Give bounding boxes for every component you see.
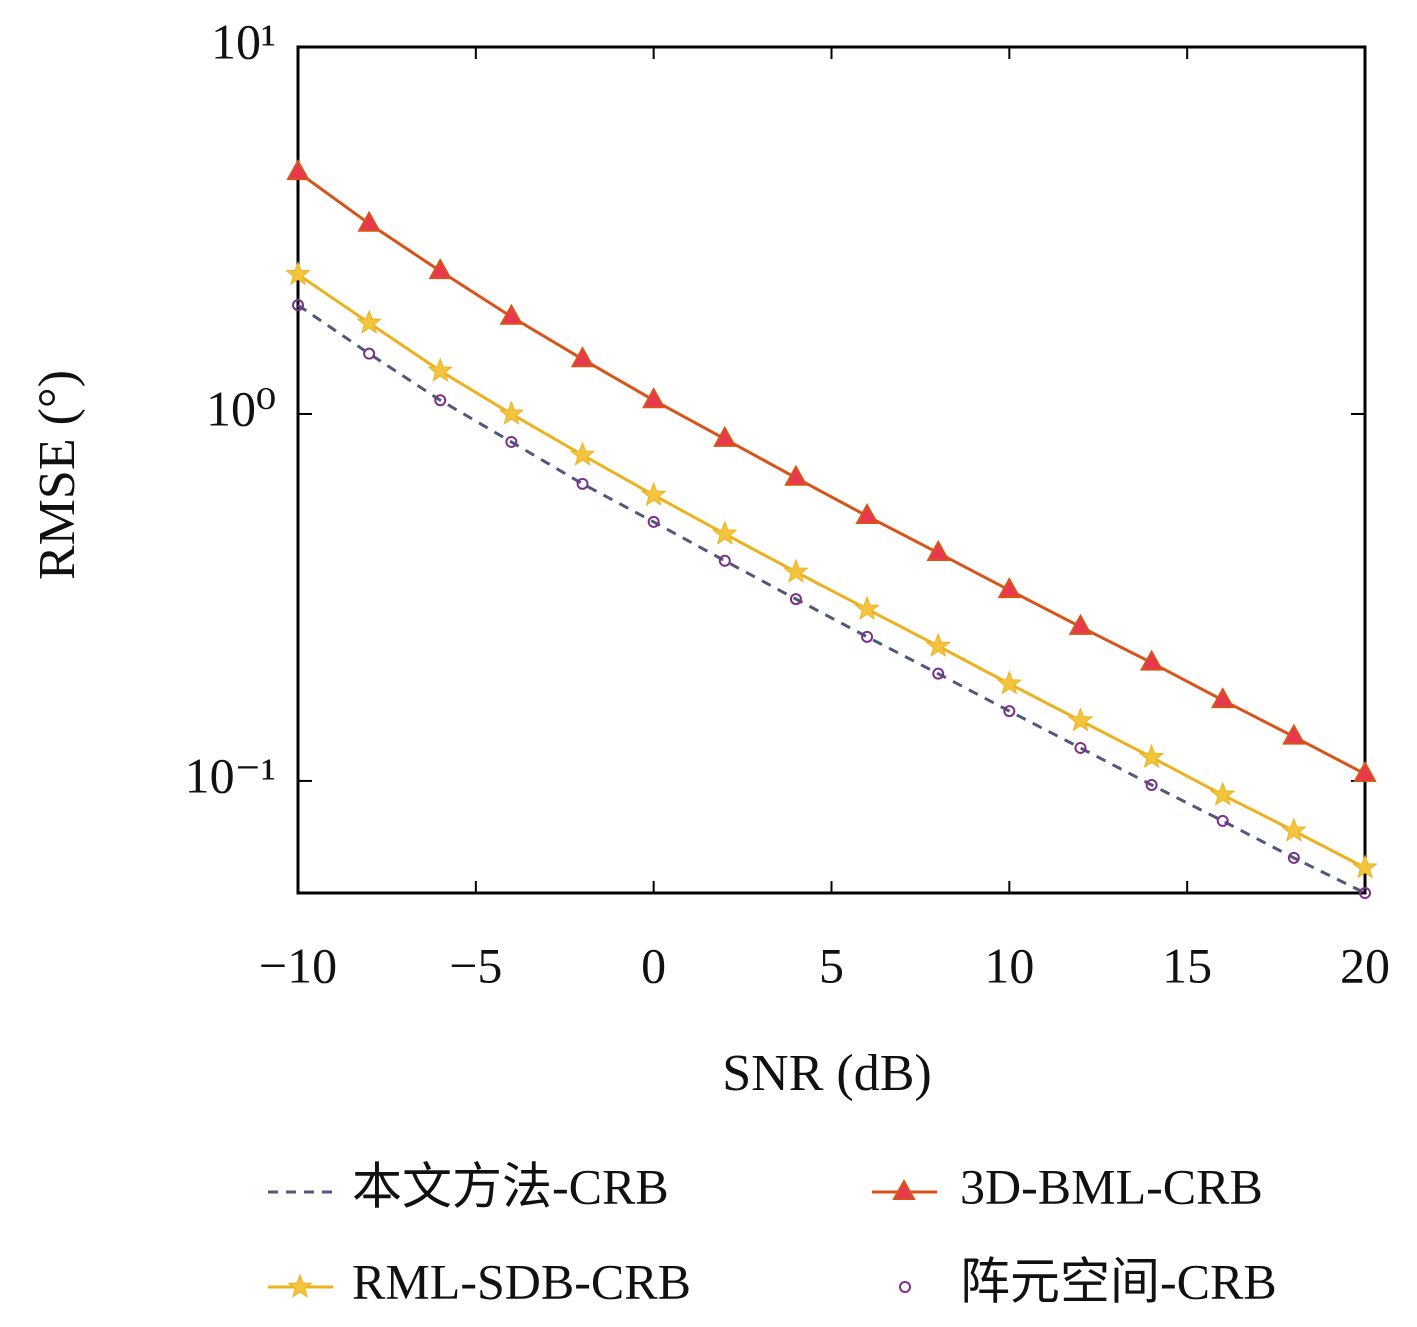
marker [1211, 687, 1235, 709]
legend-label: 阵元空间-CRB [960, 1253, 1277, 1309]
marker [1209, 781, 1236, 806]
series-line [297, 273, 1366, 870]
marker [292, 299, 304, 312]
marker [428, 258, 452, 280]
y-tick-label: 10⁰ [206, 380, 276, 436]
legend-label: 本文方法-CRB [352, 1158, 669, 1214]
marker [647, 515, 660, 528]
marker [713, 425, 737, 447]
y-tick-label: 10⁻¹ [185, 747, 276, 803]
marker [285, 260, 311, 286]
marker [1353, 760, 1377, 782]
marker [1067, 707, 1094, 732]
marker [286, 159, 310, 181]
marker [932, 667, 945, 680]
marker [356, 309, 382, 334]
marker [718, 554, 731, 567]
marker [784, 464, 808, 486]
y-tick-label: 10¹ [211, 13, 276, 69]
marker [926, 539, 950, 561]
marker [1281, 817, 1307, 842]
marker [1352, 854, 1378, 879]
marker [357, 210, 381, 232]
legend-symbol [892, 1178, 916, 1200]
marker [1216, 814, 1229, 827]
marker [427, 357, 454, 382]
marker [505, 435, 518, 448]
marker [925, 632, 951, 657]
legend-symbol [287, 1273, 313, 1298]
marker [434, 394, 447, 407]
marker [499, 303, 524, 325]
x-tick-label: −10 [259, 937, 337, 993]
x-tick-label: 20 [1340, 937, 1390, 993]
marker [1138, 743, 1165, 769]
marker [1139, 649, 1164, 671]
series-line [297, 170, 1366, 776]
series-line [297, 303, 1366, 895]
marker [996, 670, 1023, 695]
legend-marker [899, 1281, 911, 1293]
marker [855, 502, 879, 525]
marker [1287, 851, 1300, 864]
x-tick-label: −5 [449, 937, 502, 993]
marker [1282, 723, 1306, 745]
x-tick-label: 5 [819, 937, 844, 993]
legend-symbol [899, 1281, 911, 1293]
marker [789, 593, 802, 606]
marker [1145, 778, 1158, 791]
marker [861, 630, 874, 643]
marker [712, 520, 738, 545]
legend-marker [892, 1178, 916, 1200]
x-tick-label: 0 [641, 937, 666, 993]
marker [576, 477, 589, 490]
marker [640, 481, 667, 506]
marker [498, 400, 525, 425]
legend-label: RML-SDB-CRB [352, 1253, 691, 1309]
marker [997, 577, 1022, 599]
marker [1074, 741, 1087, 754]
marker [783, 558, 809, 583]
x-tick-label: 10 [984, 937, 1034, 993]
marker [363, 347, 376, 360]
x-tick-label: 15 [1162, 937, 1212, 993]
marker [1068, 613, 1093, 635]
legend-label: 3D-BML-CRB [960, 1158, 1263, 1214]
marker [641, 387, 666, 409]
marker [854, 595, 880, 620]
plot-frame [296, 45, 1367, 895]
marker [570, 346, 595, 368]
marker [1003, 705, 1016, 718]
marker [1359, 887, 1371, 899]
x-axis-label: SNR (dB) [722, 1045, 931, 1102]
legend-marker [287, 1273, 313, 1298]
y-axis-label: RMSE (°) [29, 370, 86, 580]
marker [569, 441, 596, 466]
